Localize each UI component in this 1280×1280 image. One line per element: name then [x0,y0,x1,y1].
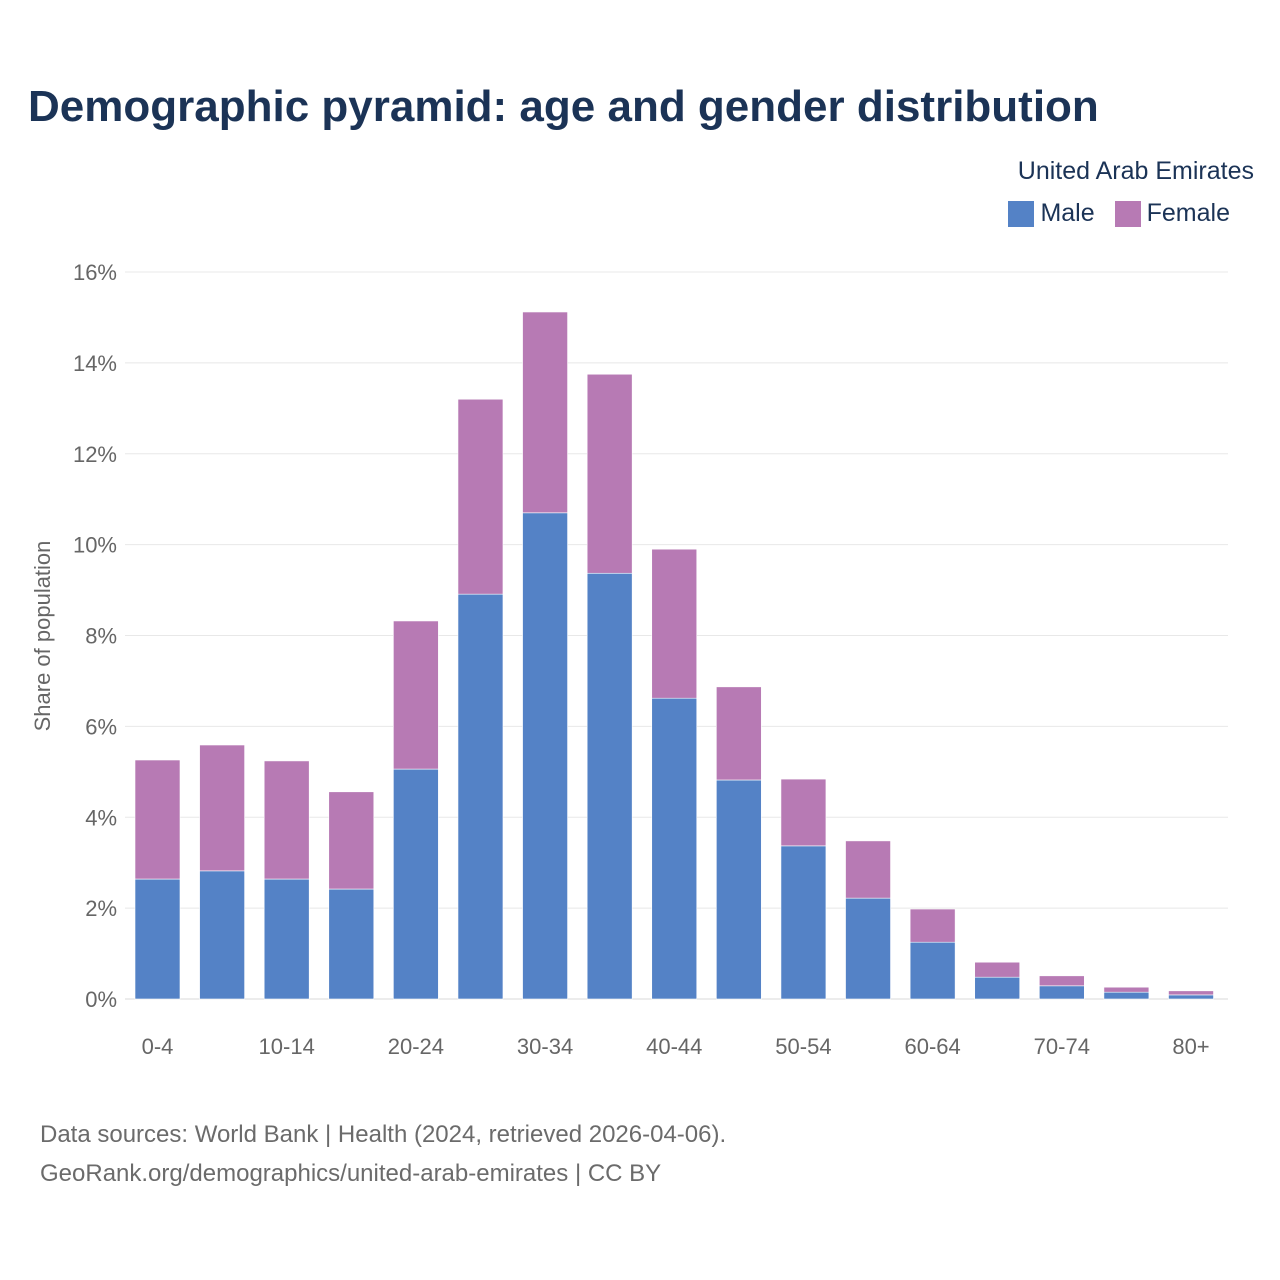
bar-female-5-9 [199,744,245,872]
bar-female-75-79 [1103,986,1150,993]
bar-female-50-54 [780,778,827,847]
bar-female-70-74 [1039,975,1085,987]
bar-male-40-44 [651,697,698,1000]
bar-female-35-39 [586,373,633,574]
bar-female-20-24 [393,620,439,770]
bar-male-50-54 [780,845,827,1000]
bar-male-10-14 [263,878,310,1000]
y-tick-label: 2% [85,896,117,921]
legend: Male Female [1008,199,1230,228]
x-tick-label: 50-54 [775,1034,831,1059]
bar-male-25-29 [457,593,504,1000]
y-tick-label: 6% [85,714,117,739]
y-tick-label: 12% [73,442,117,467]
bar-male-80+ [1168,994,1214,1000]
y-axis-label: Share of population [30,541,55,732]
y-tick-label: 10% [73,533,117,558]
bar-male-55-59 [845,897,891,1000]
bar-male-35-39 [586,572,633,1000]
bar-female-80+ [1168,990,1214,996]
chart-subtitle: United Arab Emirates [1017,157,1254,185]
bar-male-65-69 [974,976,1021,1000]
bar-male-70-74 [1039,985,1085,1000]
bar-male-15-19 [328,888,375,1000]
bar-female-30-34 [522,311,568,514]
bar-female-40-44 [651,548,698,699]
bar-female-25-29 [457,398,504,595]
bar-male-20-24 [393,768,439,1000]
y-tick-label: 0% [85,987,117,1012]
source-line-1: Data sources: World Bank | Health (2024,… [40,1121,727,1148]
bar-male-0-4 [134,878,181,1000]
y-tick-label: 4% [85,805,117,830]
y-tick-label: 14% [73,351,117,376]
bar-female-0-4 [134,759,181,880]
y-tick-label: 16% [73,260,117,285]
bar-male-60-64 [909,941,956,1000]
bar-male-75-79 [1103,991,1150,1000]
bar-female-60-64 [909,908,956,943]
bar-female-55-59 [845,840,891,899]
bar-female-10-14 [263,760,310,880]
x-tick-label: 70-74 [1034,1034,1090,1059]
legend-label-female: Female [1146,199,1230,227]
x-tick-label: 60-64 [904,1034,960,1059]
y-tick-label: 8% [85,624,117,649]
source-note: Data sources: World Bank | Health (2024,… [40,1115,726,1193]
x-tick-label: 20-24 [388,1034,444,1059]
bar-male-30-34 [522,512,568,1000]
x-tick-label: 80+ [1172,1034,1209,1059]
bar-female-15-19 [328,791,375,890]
x-tick-label: 40-44 [646,1034,702,1059]
legend-item-female[interactable]: Female [1114,199,1230,228]
x-tick-label: 30-34 [517,1034,573,1059]
x-tick-label: 0-4 [142,1034,174,1059]
legend-label-male: Male [1040,199,1095,227]
bar-male-45-49 [716,779,762,1000]
chart-title: Demographic pyramid: age and gender dist… [28,82,1099,131]
x-tick-label: 10-14 [259,1034,315,1059]
bar-female-45-49 [716,686,762,781]
legend-swatch-male [1008,200,1035,227]
legend-item-male[interactable]: Male [1008,199,1095,228]
bar-male-5-9 [199,870,245,1000]
legend-swatch-female [1114,200,1141,227]
bar-female-65-69 [974,961,1021,978]
source-line-2[interactable]: GeoRank.org/demographics/united-arab-emi… [40,1160,662,1187]
